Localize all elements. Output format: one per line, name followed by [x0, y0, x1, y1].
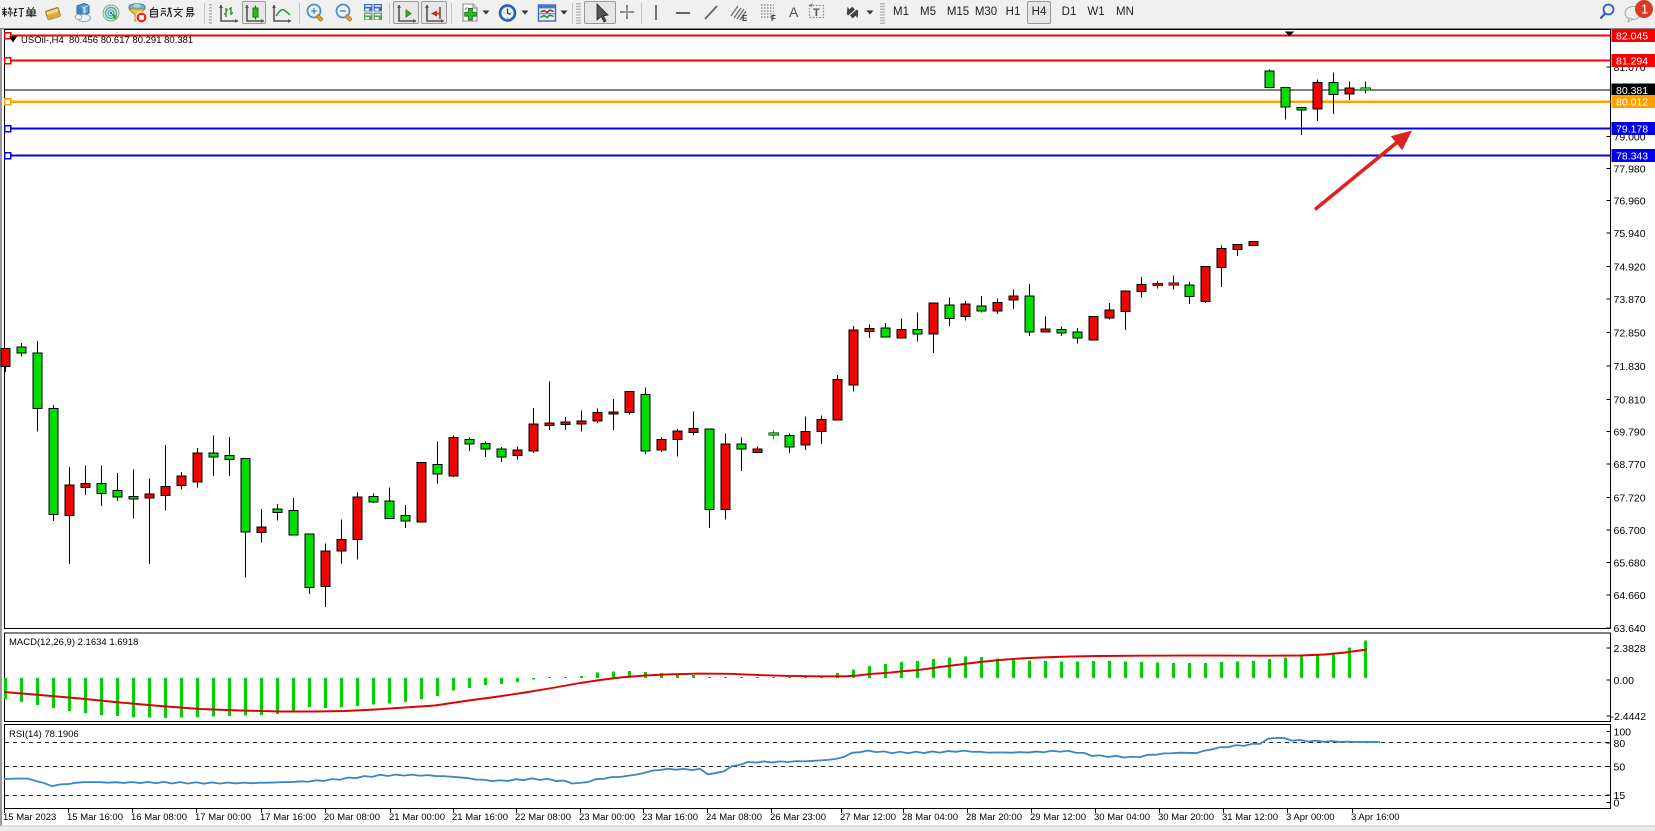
svg-text:A: A [789, 4, 799, 20]
svg-text:RSI(14) 78.1906: RSI(14) 78.1906 [9, 729, 79, 740]
svg-text:75.940: 75.940 [1614, 228, 1646, 240]
svg-text:USOil-,H4 80.456 80.617 80.29: USOil-,H4 80.456 80.617 80.291 80.381 [21, 35, 193, 46]
svg-text:21 Mar 16:00: 21 Mar 16:00 [452, 812, 508, 823]
svg-text:20 Mar 08:00: 20 Mar 08:00 [324, 812, 380, 823]
svg-text:21 Mar 00:00: 21 Mar 00:00 [389, 812, 445, 823]
svg-text:30 Mar 20:00: 30 Mar 20:00 [1158, 812, 1214, 823]
svg-text:0: 0 [1614, 798, 1620, 810]
svg-text:65.680: 65.680 [1614, 558, 1646, 570]
svg-text:15 Mar 2023: 15 Mar 2023 [3, 812, 56, 823]
svg-text:82.045: 82.045 [1616, 31, 1648, 43]
svg-text:68.770: 68.770 [1614, 459, 1646, 471]
svg-text:74.920: 74.920 [1614, 262, 1646, 274]
svg-text:80: 80 [1614, 738, 1626, 750]
svg-text:76.960: 76.960 [1614, 196, 1646, 208]
svg-text:78.343: 78.343 [1616, 151, 1648, 163]
svg-text:24 Mar 08:00: 24 Mar 08:00 [706, 812, 762, 823]
svg-text:79.178: 79.178 [1616, 124, 1648, 136]
svg-text:17 Mar 16:00: 17 Mar 16:00 [260, 812, 316, 823]
svg-text:71.830: 71.830 [1614, 361, 1646, 373]
svg-text:E: E [742, 14, 748, 23]
svg-text:26 Mar 23:00: 26 Mar 23:00 [770, 812, 826, 823]
svg-text:72.850: 72.850 [1614, 328, 1646, 340]
svg-text:100: 100 [1614, 727, 1632, 739]
svg-text:15: 15 [1614, 790, 1626, 802]
svg-text:23 Mar 16:00: 23 Mar 16:00 [642, 812, 698, 823]
svg-text:29 Mar 12:00: 29 Mar 12:00 [1030, 812, 1086, 823]
svg-text:3 Apr 16:00: 3 Apr 16:00 [1351, 812, 1400, 823]
svg-text:2.3828: 2.3828 [1614, 643, 1646, 655]
svg-text:69.790: 69.790 [1614, 427, 1646, 439]
svg-text:67.720: 67.720 [1614, 493, 1646, 505]
svg-text:T: T [813, 7, 820, 19]
svg-text:81.294: 81.294 [1616, 56, 1648, 68]
svg-text:MACD(12,26,9) 2.1634 1.6918: MACD(12,26,9) 2.1634 1.6918 [9, 637, 138, 648]
svg-text:3 Apr 00:00: 3 Apr 00:00 [1286, 812, 1335, 823]
svg-text:23 Mar 00:00: 23 Mar 00:00 [579, 812, 635, 823]
svg-text:1: 1 [1641, 2, 1648, 17]
svg-text:70.810: 70.810 [1614, 395, 1646, 407]
svg-text:73.870: 73.870 [1614, 294, 1646, 306]
svg-text:0.00: 0.00 [1614, 675, 1635, 687]
svg-text:17 Mar 00:00: 17 Mar 00:00 [195, 812, 251, 823]
svg-text:22 Mar 08:00: 22 Mar 08:00 [515, 812, 571, 823]
svg-text:64.660: 64.660 [1614, 590, 1646, 602]
svg-text:-2.4442: -2.4442 [1611, 711, 1647, 723]
svg-text:16 Mar 08:00: 16 Mar 08:00 [131, 812, 187, 823]
svg-text:80.381: 80.381 [1616, 85, 1648, 97]
svg-text:50: 50 [1614, 762, 1626, 774]
svg-text:31 Mar 12:00: 31 Mar 12:00 [1222, 812, 1278, 823]
svg-text:F: F [771, 14, 776, 23]
svg-text:77.980: 77.980 [1614, 164, 1646, 176]
svg-text:28 Mar 20:00: 28 Mar 20:00 [966, 812, 1022, 823]
svg-text:63.640: 63.640 [1614, 623, 1646, 635]
svg-text:15 Mar 16:00: 15 Mar 16:00 [67, 812, 123, 823]
svg-text:80.012: 80.012 [1616, 97, 1648, 109]
svg-text:30 Mar 04:00: 30 Mar 04:00 [1094, 812, 1150, 823]
svg-text:27 Mar 12:00: 27 Mar 12:00 [840, 812, 896, 823]
svg-text:66.700: 66.700 [1614, 525, 1646, 537]
svg-text:28 Mar 04:00: 28 Mar 04:00 [902, 812, 958, 823]
